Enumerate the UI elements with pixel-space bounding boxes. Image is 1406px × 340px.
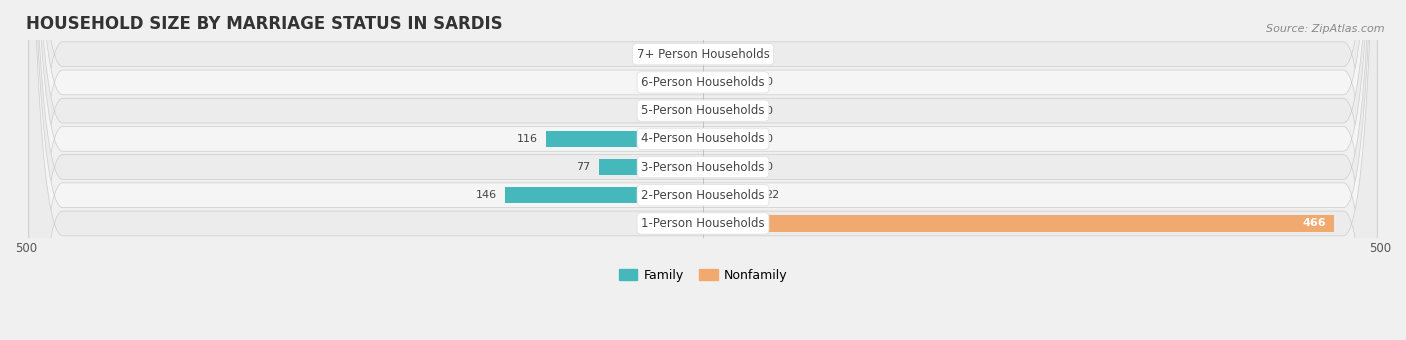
- Bar: [599, 159, 703, 175]
- Text: 4-Person Households: 4-Person Households: [641, 132, 765, 145]
- Text: Source: ZipAtlas.com: Source: ZipAtlas.com: [1267, 24, 1385, 34]
- Text: 5-Person Households: 5-Person Households: [641, 104, 765, 117]
- Text: 12: 12: [665, 78, 679, 87]
- Text: 0: 0: [765, 106, 772, 116]
- Text: 8: 8: [675, 49, 682, 59]
- Bar: [662, 102, 703, 119]
- Bar: [689, 46, 703, 63]
- Text: 0: 0: [765, 134, 772, 144]
- Text: 146: 146: [477, 190, 498, 200]
- Text: 3-Person Households: 3-Person Households: [641, 160, 765, 173]
- Text: 22: 22: [765, 190, 779, 200]
- FancyBboxPatch shape: [28, 0, 1378, 340]
- Text: 77: 77: [576, 162, 591, 172]
- Bar: [703, 215, 1334, 232]
- FancyBboxPatch shape: [28, 0, 1378, 340]
- Text: 0: 0: [765, 49, 772, 59]
- Bar: [703, 102, 758, 119]
- Text: 30: 30: [640, 106, 654, 116]
- FancyBboxPatch shape: [28, 0, 1378, 340]
- Bar: [703, 131, 758, 147]
- Text: 0: 0: [765, 162, 772, 172]
- Text: 2-Person Households: 2-Person Households: [641, 189, 765, 202]
- Text: 466: 466: [1302, 218, 1326, 228]
- FancyBboxPatch shape: [28, 0, 1378, 340]
- Bar: [686, 74, 703, 90]
- Legend: Family, Nonfamily: Family, Nonfamily: [613, 264, 793, 287]
- FancyBboxPatch shape: [28, 0, 1378, 340]
- Text: 6-Person Households: 6-Person Households: [641, 76, 765, 89]
- Text: 116: 116: [517, 134, 538, 144]
- Bar: [505, 187, 703, 203]
- Bar: [703, 46, 758, 63]
- Text: 7+ Person Households: 7+ Person Households: [637, 48, 769, 61]
- Bar: [703, 159, 758, 175]
- Bar: [703, 74, 758, 90]
- FancyBboxPatch shape: [28, 0, 1378, 340]
- Text: 0: 0: [765, 78, 772, 87]
- Text: 1-Person Households: 1-Person Households: [641, 217, 765, 230]
- Bar: [703, 187, 758, 203]
- Bar: [546, 131, 703, 147]
- FancyBboxPatch shape: [28, 0, 1378, 340]
- Text: HOUSEHOLD SIZE BY MARRIAGE STATUS IN SARDIS: HOUSEHOLD SIZE BY MARRIAGE STATUS IN SAR…: [27, 15, 503, 33]
